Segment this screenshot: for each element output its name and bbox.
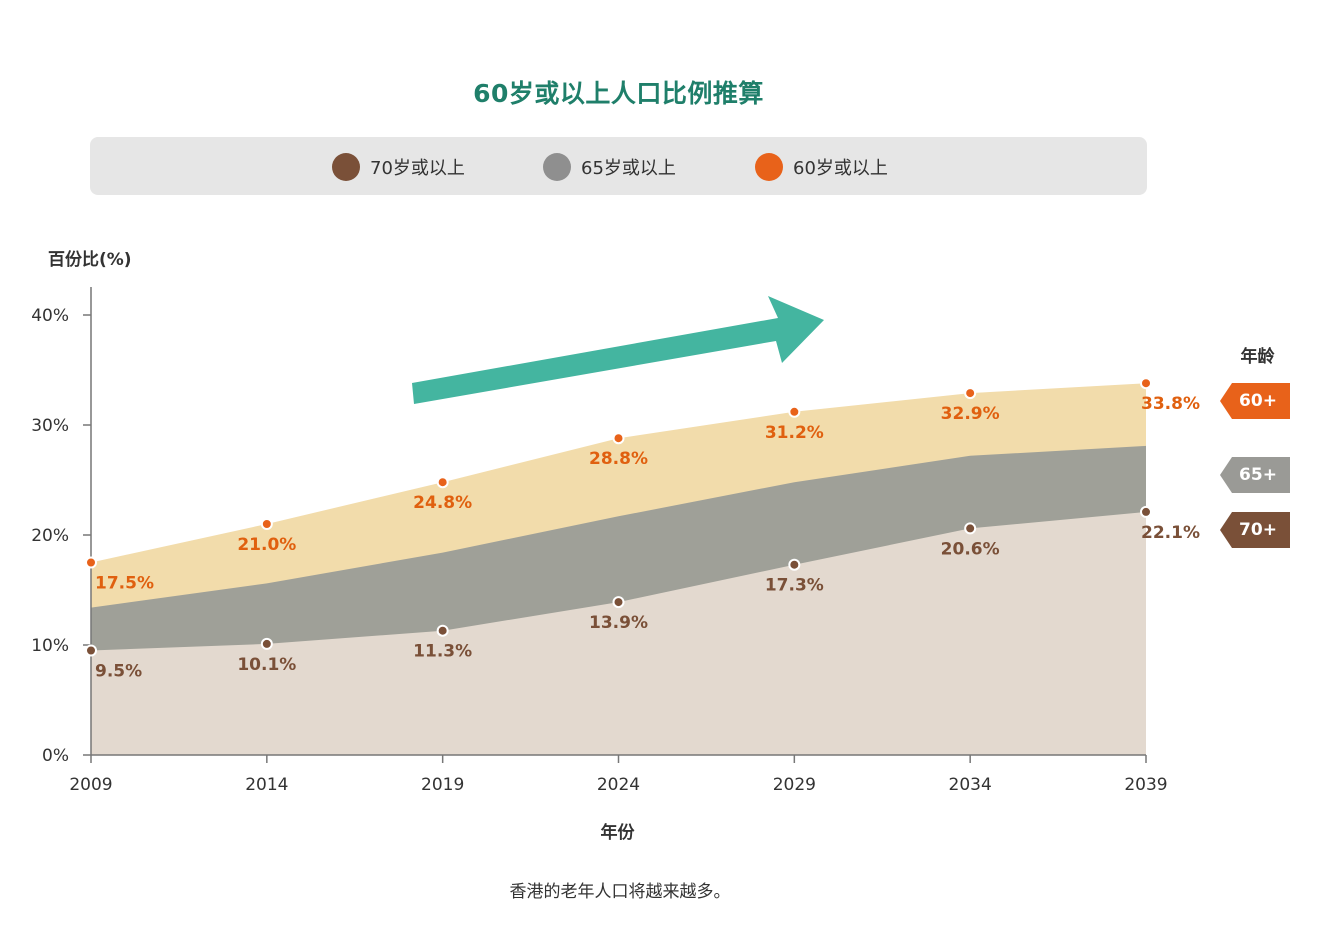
x-tick-label: 2014	[245, 775, 288, 795]
data-label: 17.5%	[95, 574, 154, 594]
x-axis-label: 年份	[600, 823, 635, 843]
legend-label-65: 65岁或以上	[581, 158, 676, 179]
data-label: 21.0%	[237, 535, 296, 555]
data-label: 22.1%	[1141, 523, 1200, 543]
data-point	[788, 558, 801, 571]
legend-item-70: 70岁或以上	[332, 153, 465, 181]
data-point	[1140, 377, 1152, 390]
legend-label-70: 70岁或以上	[370, 158, 465, 179]
y-tick-label: 30%	[31, 416, 69, 436]
legend-item-60: 60岁或以上	[755, 153, 888, 181]
age-tag-65: 65+	[1220, 457, 1290, 493]
age-tag-70: 70+	[1220, 512, 1290, 548]
data-label: 33.8%	[1141, 394, 1200, 414]
data-point	[612, 432, 625, 445]
data-label: 31.2%	[765, 423, 824, 443]
data-point	[260, 518, 273, 530]
age-panel-title: 年龄	[1240, 347, 1275, 367]
x-tick-label: 2034	[949, 775, 992, 795]
caption: 香港的老年人口将越来越多。	[509, 882, 731, 902]
data-point	[436, 476, 449, 489]
data-label: 20.6%	[941, 539, 1000, 559]
legend-swatch-60	[755, 153, 783, 181]
data-point	[436, 624, 449, 637]
x-tick-label: 2024	[597, 775, 640, 795]
data-label: 28.8%	[589, 449, 648, 469]
data-point	[964, 522, 977, 535]
data-point	[788, 405, 801, 418]
data-label: 32.9%	[941, 404, 1000, 424]
x-tick-label: 2029	[773, 775, 816, 795]
legend-label-60: 60岁或以上	[793, 158, 888, 179]
y-tick-label: 0%	[42, 746, 69, 766]
trend-arrow	[412, 296, 824, 404]
data-label: 10.1%	[237, 655, 296, 675]
y-tick-label: 20%	[31, 526, 69, 546]
data-point	[260, 637, 273, 650]
legend-swatch-65	[543, 153, 571, 181]
y-tick-label: 10%	[31, 636, 69, 656]
y-tick-label: 40%	[31, 306, 69, 326]
legend: 70岁或以上 65岁或以上 60岁或以上	[90, 137, 1147, 195]
data-label: 9.5%	[95, 662, 142, 682]
y-axis-label: 百份比(%)	[48, 250, 132, 270]
data-point	[85, 556, 97, 569]
data-label: 13.9%	[589, 613, 648, 633]
data-point	[85, 644, 97, 657]
legend-swatch-70	[332, 153, 360, 181]
x-tick-label: 2039	[1124, 775, 1167, 795]
data-point	[612, 596, 625, 609]
x-tick-label: 2019	[421, 775, 464, 795]
x-tick-label: 2009	[69, 775, 112, 795]
age-tag-60: 60+	[1220, 383, 1290, 419]
legend-item-65: 65岁或以上	[543, 153, 676, 181]
area-series-2	[91, 511, 1146, 755]
data-label: 17.3%	[765, 576, 824, 596]
data-label: 11.3%	[413, 642, 472, 662]
data-label: 24.8%	[413, 493, 472, 513]
data-point	[1140, 505, 1152, 518]
data-point	[964, 387, 977, 400]
chart-title: 60岁或以上人口比例推算	[473, 79, 764, 108]
